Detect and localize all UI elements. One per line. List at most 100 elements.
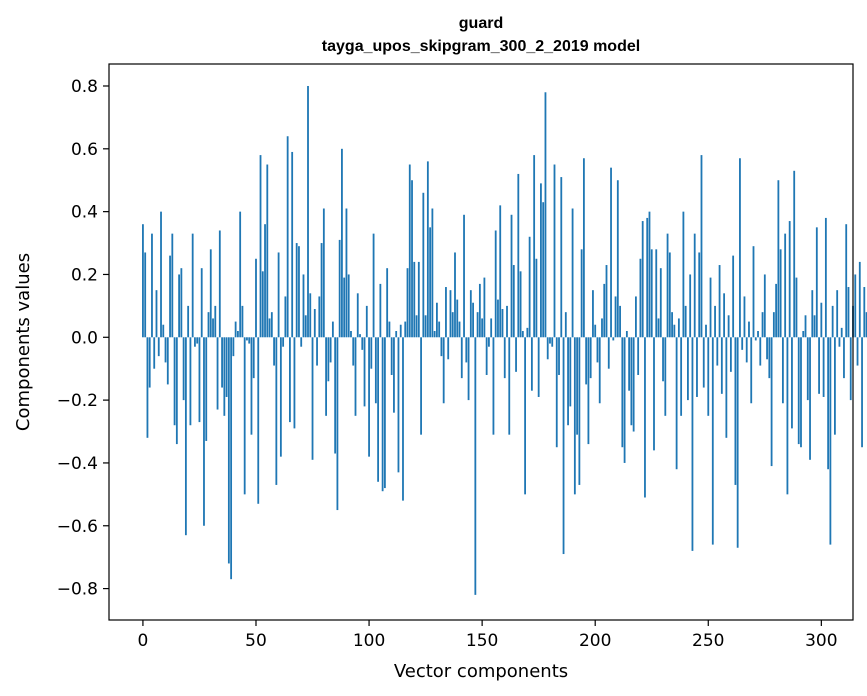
bar — [587, 337, 590, 445]
bar — [684, 305, 687, 338]
bar — [293, 337, 296, 429]
bar — [379, 283, 382, 338]
bar — [700, 155, 703, 338]
bar — [605, 265, 608, 338]
bar — [693, 233, 696, 338]
x-axis: 0 50 100 150 200 250 300 — [138, 620, 838, 651]
bar — [770, 337, 773, 467]
bar — [824, 217, 827, 338]
bar — [413, 261, 416, 338]
bar — [671, 312, 673, 338]
bar — [397, 337, 400, 473]
bar — [752, 246, 755, 338]
bar — [483, 277, 486, 338]
bar — [481, 318, 484, 338]
bar — [822, 337, 825, 397]
bar — [601, 318, 603, 338]
bar — [589, 337, 592, 379]
bar — [309, 293, 312, 338]
bar — [377, 337, 380, 482]
x-tick-label: 300 — [805, 631, 837, 651]
bar — [184, 337, 187, 536]
bar — [709, 277, 712, 338]
bar — [569, 337, 572, 407]
bar — [687, 337, 689, 401]
bar — [390, 337, 393, 375]
bar — [304, 315, 307, 338]
bar — [646, 217, 649, 338]
bar — [232, 337, 235, 357]
bar — [343, 277, 346, 338]
bar — [144, 252, 147, 338]
bar — [786, 337, 789, 495]
bar — [465, 337, 468, 363]
bar — [429, 227, 432, 338]
x-tick-label: 250 — [692, 631, 724, 651]
bar — [761, 312, 764, 338]
bar — [259, 155, 262, 338]
bar — [707, 337, 710, 416]
bar — [741, 337, 744, 350]
bar — [341, 148, 343, 338]
bar — [750, 337, 753, 404]
bar — [203, 337, 205, 526]
bar — [374, 337, 377, 404]
bar — [494, 230, 497, 338]
bar — [402, 337, 404, 501]
bar — [295, 243, 298, 338]
bar — [440, 337, 443, 357]
bar — [727, 315, 730, 338]
bar — [689, 274, 692, 338]
bar — [628, 337, 631, 391]
bar-series — [142, 85, 867, 595]
bar — [209, 249, 212, 338]
bar — [836, 290, 839, 338]
bar — [361, 337, 364, 350]
bar — [442, 337, 445, 404]
bar — [234, 321, 237, 338]
bar — [644, 337, 646, 498]
bar — [284, 296, 287, 338]
bar — [863, 287, 866, 338]
bar — [386, 268, 389, 338]
bar — [508, 337, 511, 435]
y-axis: −0.8 −0.6 −0.4 −0.2 0.0 0.2 0.4 0.6 0.8 — [57, 77, 109, 600]
bar — [519, 271, 522, 338]
bar — [637, 337, 640, 375]
bar — [653, 337, 655, 451]
bar — [424, 315, 427, 338]
bar — [191, 233, 194, 338]
bar — [182, 337, 185, 401]
bar — [212, 318, 214, 338]
bar — [736, 337, 739, 548]
bar — [834, 337, 836, 435]
bar — [187, 305, 190, 338]
bar — [169, 255, 171, 338]
bar — [436, 302, 438, 338]
bar — [151, 233, 153, 338]
bar — [716, 337, 719, 366]
bar — [237, 331, 239, 338]
bar — [718, 265, 721, 338]
bar — [246, 337, 248, 341]
bar — [506, 305, 508, 338]
bar — [659, 268, 662, 338]
bar — [175, 337, 178, 445]
bar — [478, 283, 481, 338]
bar — [680, 337, 683, 416]
bar — [171, 233, 174, 338]
bar — [216, 337, 219, 410]
bar — [200, 268, 203, 338]
bar — [521, 331, 524, 338]
bar — [205, 337, 208, 441]
bar — [345, 208, 348, 338]
bar — [549, 337, 551, 344]
bar — [612, 337, 615, 341]
bar — [388, 321, 391, 338]
bar — [218, 230, 221, 338]
bar — [777, 180, 780, 338]
bar — [530, 337, 533, 391]
bar — [745, 337, 748, 363]
plot-frame — [108, 63, 854, 621]
bar — [596, 337, 599, 363]
